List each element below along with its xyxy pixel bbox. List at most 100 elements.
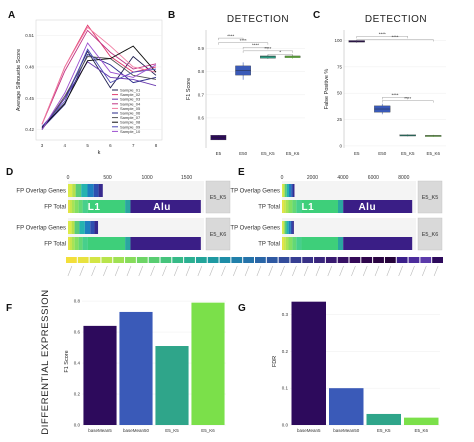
row-label: FP Total bbox=[44, 205, 66, 211]
bar-segment bbox=[288, 221, 291, 234]
bar bbox=[83, 325, 117, 425]
legend-color-chip bbox=[314, 257, 325, 263]
bar-segment bbox=[82, 200, 88, 213]
bar-segment bbox=[284, 184, 287, 197]
bar-segment bbox=[87, 237, 126, 250]
legend-color-chip bbox=[290, 257, 302, 263]
bar-segment bbox=[98, 184, 103, 197]
bar-segment bbox=[283, 200, 286, 213]
x-tick-label: baseMean50 bbox=[333, 428, 360, 433]
x-tick-label: E50 bbox=[378, 151, 387, 156]
legend-entry: Sample_03 bbox=[120, 97, 141, 102]
x-axis-label: k bbox=[98, 150, 101, 156]
bar-segment bbox=[288, 237, 293, 250]
legend-color-chip bbox=[77, 257, 89, 263]
y-tick-label: 0.0 bbox=[282, 423, 289, 428]
legend-text-stub bbox=[422, 265, 427, 277]
y-tick-label: 0.3 bbox=[282, 312, 289, 317]
x-tick-label: E5_K6 bbox=[426, 151, 440, 156]
legend-text-stub bbox=[398, 265, 403, 277]
series-line bbox=[41, 42, 157, 130]
bar-segment bbox=[79, 221, 85, 234]
y-tick-label: 0.8 bbox=[74, 299, 81, 304]
bar-segment bbox=[288, 200, 293, 213]
legend-text-stub bbox=[280, 265, 285, 277]
row-label: TP Total bbox=[258, 242, 280, 248]
x-tick-label: E5_K5 bbox=[261, 151, 275, 156]
bar-segment bbox=[296, 200, 302, 213]
legend-color-chip bbox=[160, 257, 172, 263]
y-tick-label: 0.48 bbox=[25, 64, 34, 69]
legend-text-stub bbox=[351, 265, 356, 277]
panel-label-a: A bbox=[8, 10, 15, 21]
legend-text-stub bbox=[197, 265, 203, 277]
sig-label: **** bbox=[391, 35, 398, 40]
legend-text-stub bbox=[138, 265, 144, 277]
legend-color-chip bbox=[266, 257, 278, 263]
segment-label: L1 bbox=[302, 202, 315, 213]
bar-segment bbox=[337, 237, 344, 250]
legend-entry: Sample_05 bbox=[120, 106, 141, 111]
legend-color-chip bbox=[361, 257, 373, 263]
legend-text-stub bbox=[185, 265, 191, 277]
x-tick-label: 0 bbox=[67, 175, 70, 181]
bar-segment bbox=[125, 200, 131, 213]
bar-segment bbox=[78, 237, 83, 250]
sig-label: **** bbox=[264, 46, 271, 51]
y-axis-label: F1 Score bbox=[64, 350, 70, 372]
x-tick-label: 1000 bbox=[142, 175, 153, 181]
segment-label: L1 bbox=[88, 202, 101, 213]
x-tick-label: 8 bbox=[155, 143, 158, 148]
bar-segment bbox=[68, 184, 73, 197]
legend-color-chip bbox=[243, 257, 254, 263]
x-tick-label: 6000 bbox=[368, 175, 379, 181]
bar-segment bbox=[68, 200, 70, 213]
series-line bbox=[41, 45, 157, 128]
y-tick-label: 0.2 bbox=[74, 392, 81, 397]
x-tick-label: E5_K6 bbox=[414, 428, 428, 433]
legend-color-chip bbox=[432, 257, 443, 263]
legend-color-chip bbox=[231, 257, 243, 263]
bar-segment bbox=[290, 221, 293, 234]
legend-entry: Sample_04 bbox=[120, 101, 141, 106]
bar-segment bbox=[84, 221, 91, 234]
bar bbox=[329, 388, 364, 425]
row-label: FP Total bbox=[44, 242, 66, 248]
x-tick-label: E5_K5 bbox=[401, 151, 415, 156]
y-tick-label: 25 bbox=[337, 117, 343, 122]
x-tick-label: 1500 bbox=[181, 175, 192, 181]
bar-segment bbox=[292, 184, 295, 197]
bar-segment bbox=[292, 237, 297, 250]
bar-segment bbox=[72, 184, 76, 197]
panel-label-e: E bbox=[238, 167, 245, 178]
y-tick-label: 75 bbox=[337, 64, 343, 69]
bar-segment bbox=[74, 237, 79, 250]
legend-entry: Sample_02 bbox=[120, 92, 141, 97]
x-tick-label: 2000 bbox=[307, 175, 318, 181]
bar-segment bbox=[301, 200, 338, 213]
legend-color-chip bbox=[396, 257, 408, 263]
y-tick-label: 0.6 bbox=[74, 330, 81, 335]
legend-text-stub bbox=[209, 265, 214, 277]
y-tick-label: 0.9 bbox=[198, 46, 205, 51]
x-tick-label: 8000 bbox=[398, 175, 409, 181]
bar-segment bbox=[282, 221, 284, 234]
panel-label-g: G bbox=[238, 303, 246, 314]
bar-segment bbox=[74, 200, 79, 213]
x-tick-label: 4000 bbox=[337, 175, 348, 181]
bar-segment bbox=[74, 221, 80, 234]
legend-text-stub bbox=[256, 265, 262, 277]
sig-label: **** bbox=[252, 43, 259, 48]
x-tick-label: E5_K5 bbox=[165, 428, 179, 433]
bar-segment bbox=[292, 221, 294, 234]
bar-segment bbox=[291, 184, 293, 197]
facet-strip bbox=[417, 217, 443, 251]
facet-strip bbox=[417, 180, 443, 214]
chart-title-b: DETECTION bbox=[227, 14, 289, 25]
legend-text-stub bbox=[268, 265, 273, 277]
facet-strip bbox=[205, 217, 231, 251]
segment-label: Alu bbox=[358, 202, 376, 213]
panel-label-c: C bbox=[313, 10, 320, 21]
row-label: FP Overlap Genes bbox=[16, 189, 66, 195]
bar bbox=[366, 413, 401, 425]
